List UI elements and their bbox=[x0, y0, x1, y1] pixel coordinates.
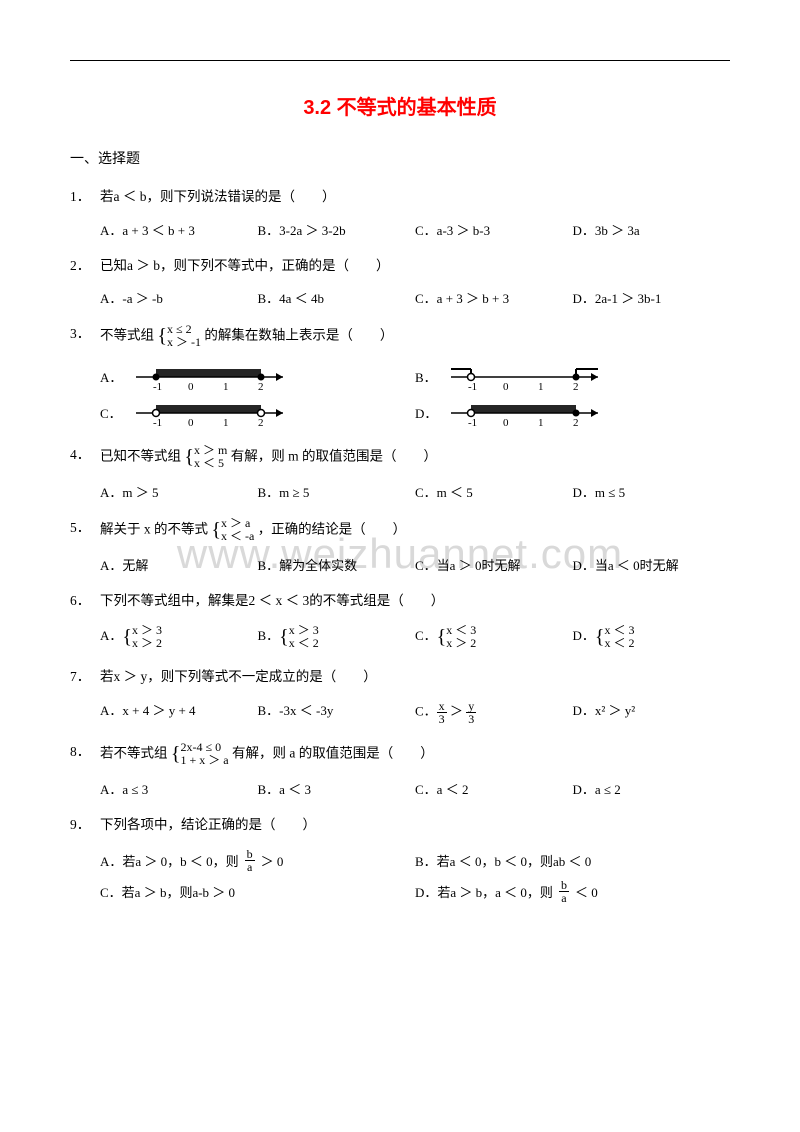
svg-text:-1: -1 bbox=[153, 381, 162, 392]
q8-c: C．a ＜ 2 bbox=[415, 779, 573, 798]
q9-c: C．若a ＞ b，则a-b ＞ 0 bbox=[100, 879, 415, 904]
q4-c: C．m ＜ 5 bbox=[415, 482, 573, 501]
question-8: 8． 若不等式组 {2x-4 ≤ 01 + x ＞ a 有解，则 a 的取值范围… bbox=[70, 741, 730, 798]
q8-a: A．a ≤ 3 bbox=[100, 779, 258, 798]
q7-c: C．x3 ＞ y3 bbox=[415, 700, 573, 725]
q9-b: B．若a ＜ 0，b ＜ 0，则ab ＜ 0 bbox=[415, 848, 730, 873]
svg-text:1: 1 bbox=[538, 381, 544, 392]
question-2: 2．已知a ＞ b，则下列不等式中，正确的是（ ） A．-a ＞ -b B．4a… bbox=[70, 255, 730, 308]
question-4: 4． 已知不等式组 {x ＞ mx ＜ 5 有解，则 m 的取值范围是（ ） A… bbox=[70, 444, 730, 501]
q1-a: A．a + 3 ＜ b + 3 bbox=[100, 220, 258, 239]
svg-text:-1: -1 bbox=[468, 381, 477, 392]
svg-text:-1: -1 bbox=[468, 417, 477, 428]
doc-title: 3.2 不等式的基本性质 bbox=[70, 91, 730, 120]
svg-text:0: 0 bbox=[188, 417, 194, 428]
question-9: 9．下列各项中，结论正确的是（ ） A．若a ＞ 0，b ＜ 0，则ba＞ 0 … bbox=[70, 814, 730, 904]
q3-b: B．-1012 bbox=[415, 362, 730, 392]
q6-a: A．{x ＞ 3x ＞ 2 bbox=[100, 624, 258, 650]
svg-text:0: 0 bbox=[503, 417, 509, 428]
svg-text:0: 0 bbox=[503, 381, 509, 392]
svg-text:1: 1 bbox=[223, 417, 229, 428]
svg-text:2: 2 bbox=[573, 417, 579, 428]
q6-c: C．{x ＜ 3x ＞ 2 bbox=[415, 624, 573, 650]
q6-d: D．{x ＜ 3x ＜ 2 bbox=[573, 624, 731, 650]
q2-a: A．-a ＞ -b bbox=[100, 288, 258, 307]
q2-text: 已知a ＞ b，则下列不等式中，正确的是（ ） bbox=[100, 255, 730, 277]
q3-a: A．-1012 bbox=[100, 362, 415, 392]
q7-a: A．x + 4 ＞ y + 4 bbox=[100, 700, 258, 725]
svg-text:-1: -1 bbox=[153, 417, 162, 428]
q5-c: C．当a ＞ 0时无解 bbox=[415, 555, 573, 574]
question-3: 3． 不等式组 {x ≤ 2x ＞ -1 的解集在数轴上表示是（ ） A．-10… bbox=[70, 323, 730, 427]
q6-b: B．{x ＞ 3x ＜ 2 bbox=[258, 624, 416, 650]
q8-b: B．a ＜ 3 bbox=[258, 779, 416, 798]
q2-b: B．4a ＜ 4b bbox=[258, 288, 416, 307]
svg-text:2: 2 bbox=[258, 417, 264, 428]
svg-text:0: 0 bbox=[188, 381, 194, 392]
q5-d: D．当a ＜ 0时无解 bbox=[573, 555, 731, 574]
svg-text:1: 1 bbox=[223, 381, 229, 392]
q1-c: C．a-3 ＞ b-3 bbox=[415, 220, 573, 239]
question-7: 7．若x ＞ y，则下列等式不一定成立的是（ ） A．x + 4 ＞ y + 4… bbox=[70, 666, 730, 725]
top-rule bbox=[70, 60, 730, 61]
q1-d: D．3b ＞ 3a bbox=[573, 220, 731, 239]
q1-b: B．3-2a ＞ 3-2b bbox=[258, 220, 416, 239]
q5-a: A．无解 bbox=[100, 555, 258, 574]
q4-b: B．m ≥ 5 bbox=[258, 482, 416, 501]
q7-b: B．-3x ＜ -3y bbox=[258, 700, 416, 725]
q3-d: D．-1012 bbox=[415, 398, 730, 428]
q2-c: C．a + 3 ＞ b + 3 bbox=[415, 288, 573, 307]
q1-text: 若a ＜ b，则下列说法错误的是（ ） bbox=[100, 186, 730, 208]
q3-pre: 不等式组 bbox=[100, 327, 154, 342]
svg-text:1: 1 bbox=[538, 417, 544, 428]
q9-d: D．若a ＞ b，a ＜ 0，则ba＜ 0 bbox=[415, 879, 730, 904]
q4-d: D．m ≤ 5 bbox=[573, 482, 731, 501]
section-heading: 一、选择题 bbox=[70, 148, 730, 168]
question-1: 1．若a ＜ b，则下列说法错误的是（ ） A．a + 3 ＜ b + 3 B．… bbox=[70, 186, 730, 239]
q8-d: D．a ≤ 2 bbox=[573, 779, 731, 798]
question-5: 5． 解关于 x 的不等式 {x ＞ ax ＜ -a ，正确的结论是（ ） A．… bbox=[70, 517, 730, 574]
svg-text:2: 2 bbox=[258, 381, 264, 392]
q3-c: C．-1012 bbox=[100, 398, 415, 428]
q9-a: A．若a ＞ 0，b ＜ 0，则ba＞ 0 bbox=[100, 848, 415, 873]
svg-text:2: 2 bbox=[573, 381, 579, 392]
q4-a: A．m ＞ 5 bbox=[100, 482, 258, 501]
q2-d: D．2a-1 ＞ 3b-1 bbox=[573, 288, 731, 307]
question-6: 6．下列不等式组中，解集是2 ＜ x ＜ 3的不等式组是（ ） A．{x ＞ 3… bbox=[70, 590, 730, 650]
q3-post: 的解集在数轴上表示是（ ） bbox=[204, 327, 393, 342]
q5-b: B．解为全体实数 bbox=[258, 555, 416, 574]
q7-d: D．x² ＞ y² bbox=[573, 700, 731, 725]
